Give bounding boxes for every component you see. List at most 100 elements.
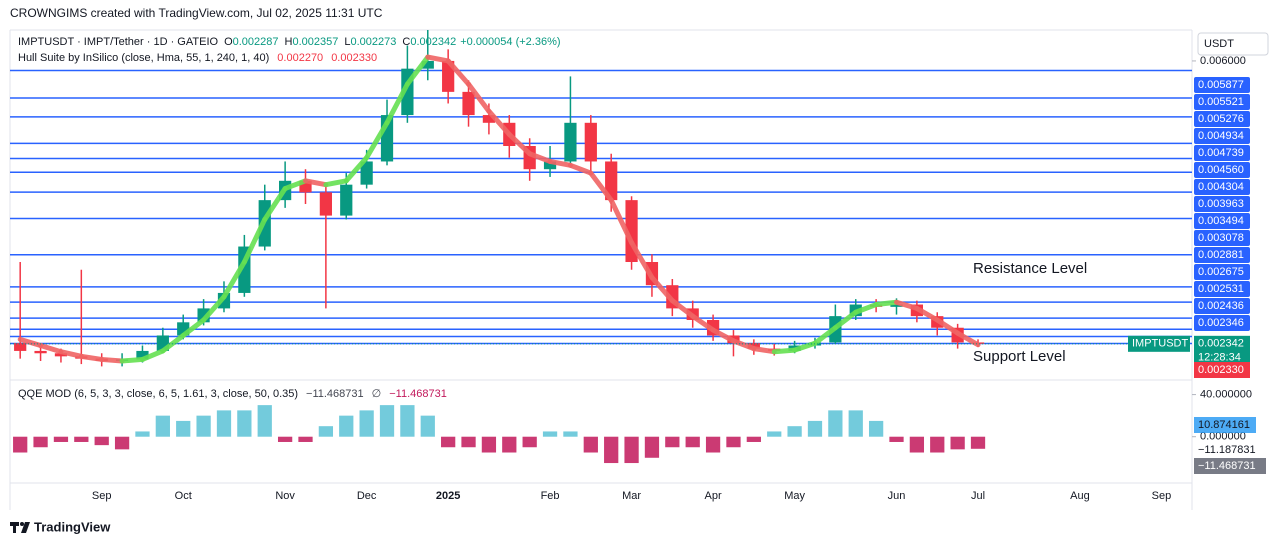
hull-segment	[873, 299, 899, 308]
x-tick-label: Oct	[175, 490, 192, 502]
legend-title: Hull Suite by InSilico (close, Hma, 55, …	[18, 52, 269, 64]
level-badge	[1194, 77, 1250, 93]
hull-segment	[180, 317, 207, 338]
level-badge	[1194, 94, 1250, 110]
level-label: 0.003494	[1198, 215, 1244, 227]
hull-segment	[262, 186, 288, 222]
hull-segment	[160, 332, 186, 354]
histogram-bar	[930, 436, 945, 453]
hull-badge-label: 0.002330	[1198, 364, 1244, 376]
legend: Hull Suite by InSilico (close, Hma, 55, …	[18, 52, 377, 64]
legend: IMPTUSDT · IMPT/Tether · 1D · GATEIO O0.0…	[18, 36, 561, 48]
hull-segment	[812, 325, 838, 346]
hull-segment	[649, 274, 675, 304]
last-price-badge	[1194, 335, 1250, 366]
histogram-bar	[53, 436, 69, 442]
histogram-bar	[624, 436, 639, 464]
x-tick-label: May	[784, 490, 805, 502]
hull-segment	[384, 81, 410, 126]
indicator-badge	[1194, 417, 1256, 433]
hull-segment	[527, 151, 553, 164]
histogram-bar	[767, 431, 782, 437]
level-badge	[1194, 196, 1250, 212]
histogram-bar	[522, 436, 537, 448]
histogram-bar	[13, 436, 28, 453]
level-label: 0.002346	[1198, 317, 1244, 329]
hull-segment	[17, 336, 44, 349]
annotation: Support Level	[973, 348, 1066, 365]
level-badge	[1194, 230, 1250, 246]
histogram-bar	[114, 436, 130, 450]
candle-body	[34, 350, 47, 354]
level-label: 0.002436	[1198, 300, 1244, 312]
candle-body	[319, 192, 332, 216]
legend-value: 0.002273	[350, 36, 396, 48]
indicator-badge-label: −11.468731	[1198, 460, 1256, 472]
symbol-tag-label: IMPTUSDT	[1132, 338, 1189, 350]
legend: QQE MOD (6, 5, 3, 3, close, 6, 5, 1.61, …	[18, 388, 447, 400]
hull-segment	[934, 317, 961, 336]
hull-segment	[139, 348, 166, 362]
hull-segment	[486, 108, 512, 137]
legend-key: O	[224, 36, 233, 48]
level-badge	[1194, 281, 1250, 297]
hull-segment	[955, 330, 981, 348]
level-label: 0.005877	[1198, 79, 1244, 91]
legend-key: C	[402, 36, 410, 48]
x-tick-label: 2025	[436, 490, 460, 502]
y-tick-label: 0.000000	[1200, 431, 1246, 443]
legend-change: +0.000054 (+2.36%)	[460, 36, 560, 48]
histogram-bar	[33, 436, 48, 448]
histogram-bar	[237, 410, 252, 437]
countdown: 12:28:34	[1198, 352, 1241, 364]
candle-body	[747, 343, 760, 349]
level-badge	[1194, 128, 1250, 144]
hull-segment	[792, 340, 818, 353]
hull-segment	[730, 338, 757, 352]
histogram-bar	[705, 436, 721, 453]
hull-segment	[751, 346, 777, 355]
candle-body	[564, 122, 577, 162]
level-badge	[1194, 145, 1250, 161]
candle-body	[54, 353, 68, 357]
unit-box[interactable]	[1197, 32, 1269, 56]
histogram-bar	[176, 420, 191, 437]
hull-segment	[364, 120, 390, 161]
footer-brand: TradingView	[34, 519, 111, 534]
level-label: 0.005521	[1198, 96, 1244, 108]
level-label: 0.005276	[1198, 113, 1244, 125]
hull-segment	[832, 309, 859, 331]
histogram-bar	[196, 415, 211, 437]
histogram-bar	[74, 436, 89, 442]
indicator-badge	[1194, 458, 1266, 474]
x-tick-label: Mar	[622, 490, 641, 502]
legend-value: 0.002287	[233, 36, 279, 48]
hull-segment	[710, 327, 736, 344]
hull-segment	[241, 216, 268, 265]
hull-segment	[608, 197, 635, 246]
x-tick-label: Aug	[1070, 490, 1090, 502]
hull-segment	[221, 259, 247, 300]
level-badge	[1194, 264, 1250, 280]
histogram-bar	[889, 436, 904, 442]
histogram-bar	[950, 436, 965, 450]
histogram-bar	[277, 436, 293, 442]
candle-body	[584, 122, 597, 162]
hull-segment	[669, 298, 696, 319]
unit-label: USDT	[1204, 38, 1234, 50]
hull-segment	[853, 302, 879, 315]
legend-key: H	[285, 36, 293, 48]
histogram-bar	[216, 410, 232, 437]
candle-body	[442, 60, 455, 92]
hull-segment	[303, 178, 329, 188]
histogram-bar	[726, 436, 741, 448]
histogram-bar	[339, 415, 354, 437]
histogram-bar	[604, 436, 619, 464]
level-label: 0.004560	[1198, 164, 1244, 176]
hull-segment	[201, 294, 227, 323]
logo	[10, 522, 30, 533]
histogram-bar	[379, 405, 395, 437]
hull-segment	[466, 81, 492, 114]
histogram-bar	[828, 410, 843, 437]
annotation: Resistance Level	[973, 260, 1087, 277]
